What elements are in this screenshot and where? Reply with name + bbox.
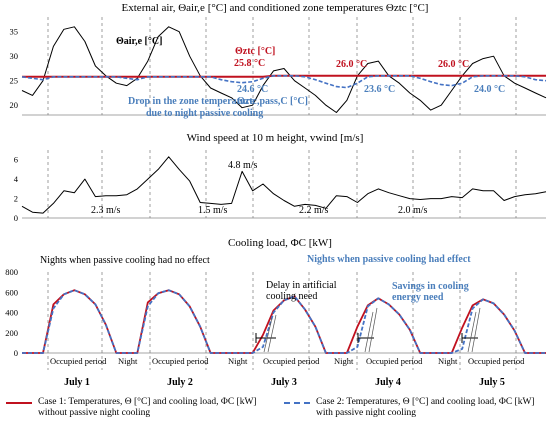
temperature-title: External air, Θair,e [°C] and conditione… (122, 2, 429, 14)
day-night-separators (47, 17, 517, 370)
case2-value-3: 24.0 °C (474, 84, 505, 95)
data-series (21, 26, 547, 354)
y-tick-2-0: 0 (14, 348, 18, 358)
wind-note-4: 2.2 m/s (299, 205, 329, 216)
cooling-load-case1-line (22, 289, 546, 354)
case2-value-2: 23.6 °C (364, 84, 395, 95)
wind-note-5: 2.0 m/s (398, 205, 428, 216)
period-labels: Occupied period Night Occupied period Ni… (50, 356, 525, 366)
case1-value-3: 26.0 °C (438, 59, 469, 70)
y-tick-2-400: 400 (5, 308, 18, 318)
y-tick-1-6: 6 (14, 155, 18, 165)
savings-note-line1: Savings in cooling (392, 281, 469, 292)
night-label-3: Night (334, 356, 354, 366)
load-title: Cooling load, ΦC [kW] (228, 237, 332, 249)
drop-note-line1: Drop in the zone temperature (128, 96, 255, 107)
y-tick-0-20: 20 (10, 100, 19, 110)
case1-value-2: 26.0 °C (336, 59, 367, 70)
day-label-4: July 4 (375, 377, 401, 388)
legend-case1-swatch (6, 402, 32, 404)
wind-speed-line (21, 156, 547, 214)
zone-temp-case2-line (21, 75, 547, 89)
occupied-label-5: Occupied period (468, 356, 525, 366)
day-label-5: July 5 (479, 377, 505, 388)
y-tick-0-25: 25 (10, 76, 19, 86)
wind-note-1: 2.3 m/s (91, 205, 121, 216)
day-label-1: July 1 (64, 377, 90, 388)
label-zone-case1: Θztc [°C] (235, 46, 275, 57)
note-no-effect: Nights when passive cooling had no effec… (40, 255, 210, 266)
occupied-label-3: Occupied period (263, 356, 320, 366)
savings-note-line2: energy need (392, 292, 444, 303)
y-tick-2-800: 800 (5, 267, 18, 277)
label-external-air: Θair,e [°C] (116, 36, 162, 47)
y-tick-1-2: 2 (14, 194, 18, 204)
night-label-2: Night (228, 356, 248, 366)
y-tick-0-35: 35 (10, 27, 19, 37)
label-zone-case2: Θztc,pass,C [°C] (237, 96, 308, 107)
occupied-label-4: Occupied period (366, 356, 423, 366)
wind-note-3: 4.8 m/s (228, 160, 258, 171)
external-air-line (21, 26, 547, 113)
wind-note-2: 1.5 m/s (198, 205, 228, 216)
occupied-label-1: Occupied period (50, 356, 107, 366)
occupied-label-2: Occupied period (152, 356, 209, 366)
savings-hatch (263, 307, 481, 353)
night-label-1: Night (118, 356, 138, 366)
y-tick-2-600: 600 (5, 287, 18, 297)
y-tick-0-30: 30 (10, 51, 19, 61)
note-effect: Nights when passive cooling had effect (307, 254, 471, 265)
cooling-load-case2-line (22, 289, 546, 354)
day-label-3: July 3 (271, 377, 297, 388)
wind-title: Wind speed at 10 m height, vwind [m/s] (187, 132, 364, 144)
legend-case2-swatch (284, 402, 310, 404)
night-label-4: Night (438, 356, 458, 366)
case2-value-1: 24.6 °C (237, 84, 268, 95)
day-label-2: July 2 (167, 377, 193, 388)
y-tick-2-200: 200 (5, 328, 18, 338)
day-labels: July 1 July 2 July 3 July 4 July 5 (64, 377, 505, 388)
drop-note-line2: due to night passive cooling (146, 108, 263, 119)
y-tick-1-4: 4 (14, 174, 19, 184)
delay-note-line2: cooling need (266, 291, 317, 302)
y-tick-labels: 20 25 30 35 0 2 4 6 0 200 400 600 800 (5, 27, 19, 358)
legend-case1-line2: without passive night cooling (38, 408, 151, 418)
delay-note-line1: Delay in artificial (266, 280, 337, 291)
legend-case1-line1: Case 1: Temperatures, Θ [°C] and cooling… (38, 397, 257, 407)
legend-case2-line1: Case 2: Temperatures, Θ [°C] and cooling… (316, 397, 535, 407)
y-tick-1-0: 0 (14, 213, 18, 223)
legend-case2-line2: with passive night cooling (316, 408, 417, 418)
case1-value-1: 25.8 °C (234, 58, 265, 69)
